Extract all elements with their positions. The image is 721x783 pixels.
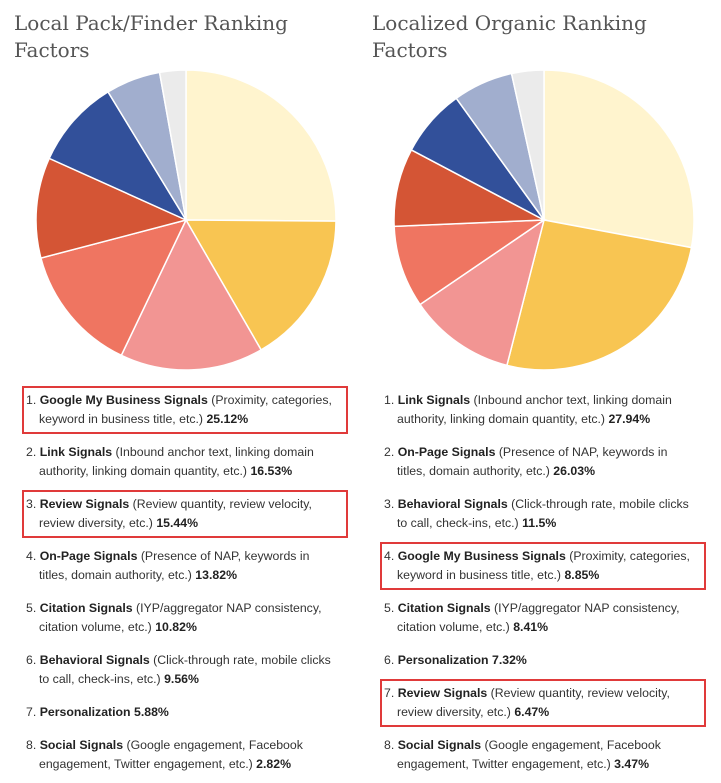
factor-item: 3. Behavioral Signals (Click-through rat… — [380, 490, 706, 538]
factor-name: Google My Business Signals — [397, 549, 566, 563]
pie-chart — [393, 69, 695, 371]
factor-name: Behavioral Signals — [39, 653, 150, 667]
item-number: 6. — [26, 653, 40, 667]
item-number: 7. — [384, 686, 398, 700]
pie-slice-google-my-business-signals — [393, 219, 547, 306]
factor-name: On-Page Signals — [39, 549, 138, 563]
item-number: 3. — [26, 497, 40, 511]
factor-description: (Inbound anchor text, linking domain aut… — [39, 445, 314, 478]
factor-value: 26.03% — [553, 464, 596, 478]
factor-name: Personalization — [39, 705, 131, 719]
pie-slice-google-my-business-signals — [185, 69, 337, 222]
item-number: 8. — [384, 738, 398, 752]
item-number: 2. — [26, 445, 40, 459]
factor-item: 5. Citation Signals (IYP/aggregator NAP … — [380, 594, 706, 642]
pie-slice-on-page-signals — [506, 219, 693, 371]
factor-value: 8.85% — [564, 568, 600, 582]
factor-name: Personalization — [397, 653, 489, 667]
factor-value: 2.82% — [256, 757, 292, 771]
factor-name: Behavioral Signals — [397, 497, 508, 511]
factor-name: Review Signals — [39, 497, 130, 511]
item-number: 7. — [26, 705, 40, 719]
factor-value: 7.32% — [492, 653, 527, 667]
factor-description: (Inbound anchor text, linking domain aut… — [397, 393, 672, 426]
factor-description: (Proximity, categories, keyword in busin… — [397, 549, 690, 582]
pie-slice-behavioral-signals — [419, 218, 546, 367]
factor-description: (IYP/aggregator NAP consistency, citatio… — [39, 601, 322, 634]
pie-slice-link-signals — [543, 69, 695, 249]
factor-item: 1. Link Signals (Inbound anchor text, li… — [380, 386, 706, 434]
factor-description: (Click-through rate, mobile clicks to ca… — [397, 497, 689, 530]
pie-slice-citation-signals — [35, 157, 189, 259]
item-number: 6. — [384, 653, 398, 667]
factor-name: Citation Signals — [397, 601, 491, 615]
factor-item: 4. On-Page Signals (Presence of NAP, key… — [22, 542, 348, 590]
factor-item: 8. Social Signals (Google engagement, Fa… — [22, 731, 348, 779]
factor-value: 9.56% — [164, 672, 199, 686]
factor-description: (IYP/aggregator NAP consistency, citatio… — [397, 601, 680, 634]
factor-description: (Presence of NAP, keywords in titles, do… — [397, 445, 668, 478]
factor-item: 4. Google My Business Signals (Proximity… — [380, 542, 706, 590]
factor-name: Social Signals — [39, 738, 124, 752]
factor-name: Citation Signals — [39, 601, 133, 615]
factor-name: On-Page Signals — [397, 445, 496, 459]
factor-value: 11.5% — [522, 516, 557, 530]
factor-item: 7. Personalization 5.88% — [22, 698, 348, 727]
factor-list: 1. Google My Business Signals (Proximity… — [22, 386, 348, 783]
factor-description: (Review quantity, review velocity, revie… — [39, 497, 312, 530]
factor-item: 2. On-Page Signals (Presence of NAP, key… — [380, 438, 706, 486]
chart-title: Localized Organic Ranking Factors — [372, 11, 647, 62]
item-number: 1. — [26, 393, 40, 407]
factor-value: 8.41% — [513, 620, 549, 634]
factor-description: (Review quantity, review velocity, revie… — [397, 686, 670, 719]
factor-item: 2. Link Signals (Inbound anchor text, li… — [22, 438, 348, 486]
factor-value: 16.53% — [250, 464, 293, 478]
item-number: 8. — [26, 738, 40, 752]
factor-value: 5.88% — [134, 705, 169, 719]
factor-name: Link Signals — [39, 445, 113, 459]
factor-item: 6. Behavioral Signals (Click-through rat… — [22, 646, 348, 694]
factor-description: (Presence of NAP, keywords in titles, do… — [39, 549, 310, 582]
factor-value: 6.47% — [514, 705, 550, 719]
factor-item: 8. Social Signals (Google engagement, Fa… — [380, 731, 706, 779]
factor-value: 15.44% — [156, 516, 199, 530]
pie-slice-review-signals — [120, 218, 263, 371]
item-number: 5. — [384, 601, 398, 615]
pie-slice-social-signals — [510, 69, 545, 221]
item-number: 4. — [26, 549, 40, 563]
item-number: 3. — [384, 497, 398, 511]
item-number: 4. — [384, 549, 398, 563]
pie-slice-link-signals — [184, 219, 337, 351]
factor-name: Social Signals — [397, 738, 482, 752]
factor-item: 3. Review Signals (Review quantity, revi… — [22, 490, 348, 538]
pie-slice-on-page-signals — [39, 218, 188, 357]
pie-slice-social-signals — [158, 69, 187, 221]
item-number: 5. — [26, 601, 40, 615]
item-number: 2. — [384, 445, 398, 459]
item-number: 1. — [384, 393, 398, 407]
chart-title: Local Pack/Finder Ranking Factors — [14, 11, 288, 62]
factor-list: 1. Link Signals (Inbound anchor text, li… — [380, 386, 706, 783]
factor-name: Review Signals — [397, 686, 488, 700]
factor-name: Google My Business Signals — [39, 393, 208, 407]
factor-item: 1. Google My Business Signals (Proximity… — [22, 386, 348, 434]
factor-value: 13.82% — [195, 568, 238, 582]
factor-value: 25.12% — [206, 412, 249, 426]
factor-name: Link Signals — [397, 393, 471, 407]
factor-item: 7. Review Signals (Review quantity, revi… — [380, 679, 706, 727]
factor-description: (Click-through rate, mobile clicks to ca… — [39, 653, 331, 686]
pie-slice-behavioral-signals — [48, 90, 188, 222]
factor-item: 6. Personalization 7.32% — [380, 646, 706, 675]
factor-item: 5. Citation Signals (IYP/aggregator NAP … — [22, 594, 348, 642]
factor-value: 27.94% — [608, 412, 651, 426]
factor-value: 10.82% — [155, 620, 197, 634]
factor-value: 3.47% — [614, 757, 650, 771]
factor-description: (Proximity, categories, keyword in busin… — [39, 393, 332, 426]
pie-chart — [35, 69, 337, 371]
